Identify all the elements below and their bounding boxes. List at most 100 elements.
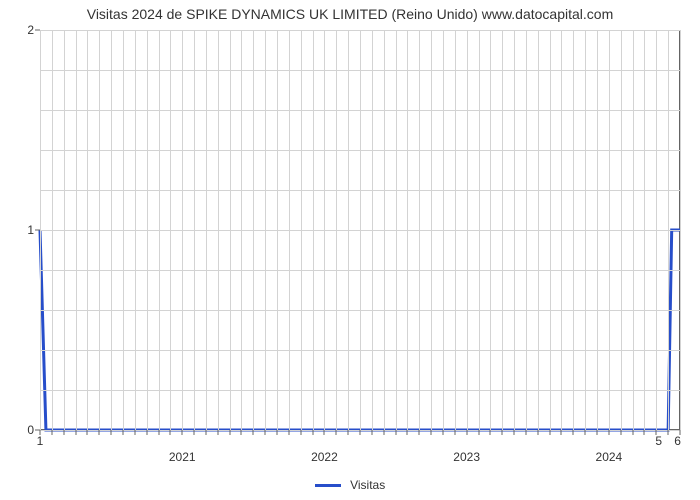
xtick-mark — [632, 430, 633, 435]
gridline-vertical — [443, 30, 444, 430]
xtick-mark — [229, 430, 230, 435]
ytick-mark — [35, 230, 40, 231]
gridline-vertical — [526, 30, 527, 430]
gridline-vertical — [502, 30, 503, 430]
xtick-mark — [205, 430, 206, 435]
xtick-mark — [265, 430, 266, 435]
xtick-year-label: 2024 — [596, 450, 623, 464]
xtick-mark — [63, 430, 64, 435]
xtick-mark — [277, 430, 278, 435]
gridline-vertical — [99, 30, 100, 430]
xtick-mark — [585, 430, 586, 435]
xtick-mark — [217, 430, 218, 435]
gridline-vertical — [277, 30, 278, 430]
xtick-mark — [395, 430, 396, 435]
gridline-vertical — [384, 30, 385, 430]
xtick-mark — [99, 430, 100, 435]
gridline-vertical — [289, 30, 290, 430]
xtick-mark — [324, 430, 325, 435]
gridline-vertical — [431, 30, 432, 430]
xtick-mark — [300, 430, 301, 435]
gridline-vertical — [135, 30, 136, 430]
gridline-vertical — [123, 30, 124, 430]
chart-title: Visitas 2024 de SPIKE DYNAMICS UK LIMITE… — [0, 6, 700, 22]
gridline-vertical — [301, 30, 302, 430]
gridline-vertical — [396, 30, 397, 430]
gridline-vertical — [407, 30, 408, 430]
xtick-mark — [478, 430, 479, 435]
xtick-mark — [644, 430, 645, 435]
xtick-year-label: 2023 — [453, 450, 480, 464]
gridline-vertical — [597, 30, 598, 430]
gridline-vertical — [621, 30, 622, 430]
gridline-vertical — [372, 30, 373, 430]
gridline-vertical — [561, 30, 562, 430]
gridline-vertical — [656, 30, 657, 430]
gridline-vertical — [182, 30, 183, 430]
gridline-vertical — [324, 30, 325, 430]
xtick-mark — [383, 430, 384, 435]
gridline-vertical — [218, 30, 219, 430]
visits-chart: Visitas 2024 de SPIKE DYNAMICS UK LIMITE… — [0, 0, 700, 500]
xtick-mark — [573, 430, 574, 435]
gridline-vertical — [253, 30, 254, 430]
xtick-mark — [514, 430, 515, 435]
xtick-mark — [431, 430, 432, 435]
gridline-vertical — [644, 30, 645, 430]
xtick-mark — [466, 430, 467, 435]
xtick-mark — [146, 430, 147, 435]
xtick-mark — [371, 430, 372, 435]
gridline-vertical — [87, 30, 88, 430]
gridline-vertical — [360, 30, 361, 430]
xtick-mark — [122, 430, 123, 435]
xtick-mark — [51, 430, 52, 435]
legend-label: Visitas — [350, 478, 385, 492]
legend: Visitas — [0, 477, 700, 492]
gridline-vertical — [585, 30, 586, 430]
xtick-mark — [360, 430, 361, 435]
xtick-mark — [537, 430, 538, 435]
gridline-vertical — [479, 30, 480, 430]
gridline-vertical — [633, 30, 634, 430]
gridline-vertical — [76, 30, 77, 430]
xtick-mark — [407, 430, 408, 435]
gridline-vertical — [455, 30, 456, 430]
gridline-vertical — [490, 30, 491, 430]
gridline-vertical — [40, 30, 41, 430]
xtick-mark — [419, 430, 420, 435]
xtick-year-label: 2022 — [311, 450, 338, 464]
xtick-mark — [134, 430, 135, 435]
xtick-mark — [336, 430, 337, 435]
gridline-vertical — [111, 30, 112, 430]
xtick-mark — [620, 430, 621, 435]
legend-swatch — [315, 484, 341, 487]
xtick-mark — [111, 430, 112, 435]
gridline-vertical — [194, 30, 195, 430]
xtick-year-label: 2021 — [169, 450, 196, 464]
gridline-vertical — [680, 30, 681, 430]
xtick-mark — [549, 430, 550, 435]
gridline-vertical — [52, 30, 53, 430]
xtick-mark — [668, 430, 669, 435]
gridline-vertical — [313, 30, 314, 430]
xtick-mark — [241, 430, 242, 435]
gridline-vertical — [147, 30, 148, 430]
xtick-extra-label: 1 — [37, 434, 44, 448]
gridline-vertical — [206, 30, 207, 430]
gridline-vertical — [573, 30, 574, 430]
xtick-mark — [87, 430, 88, 435]
xtick-mark — [490, 430, 491, 435]
gridline-vertical — [64, 30, 65, 430]
gridline-vertical — [241, 30, 242, 430]
xtick-mark — [597, 430, 598, 435]
xtick-mark — [454, 430, 455, 435]
gridline-vertical — [550, 30, 551, 430]
xtick-mark — [561, 430, 562, 435]
gridline-vertical — [609, 30, 610, 430]
xtick-mark — [170, 430, 171, 435]
xtick-mark — [525, 430, 526, 435]
gridline-vertical — [265, 30, 266, 430]
xtick-mark — [75, 430, 76, 435]
gridline-vertical — [159, 30, 160, 430]
ytick-label: 2 — [27, 23, 34, 37]
